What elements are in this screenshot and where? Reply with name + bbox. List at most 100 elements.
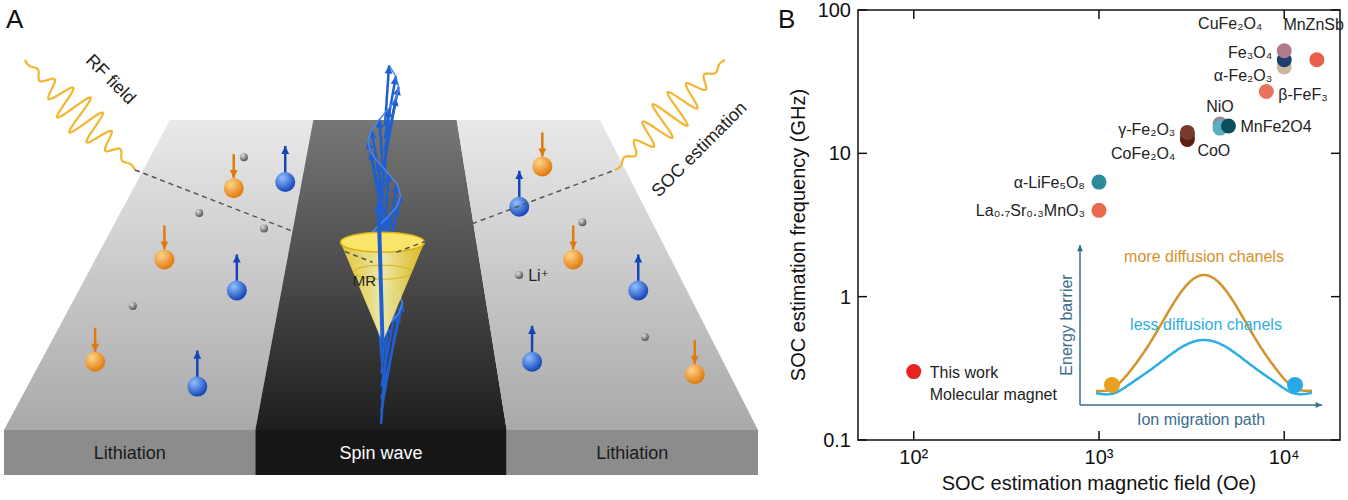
point-label: α-LiFe₅O₈ bbox=[1014, 174, 1085, 191]
label-rf-field: RF field bbox=[82, 50, 140, 108]
x-tick-label: 10⁴ bbox=[1269, 446, 1300, 468]
arrow-head bbox=[281, 146, 289, 154]
panel-a: MR RF field SOC estimation Li⁺ Lithiation Spi… bbox=[4, 4, 758, 475]
annotation: Molecular magnet bbox=[930, 386, 1058, 403]
inset-x-label: Ion migration path bbox=[1137, 411, 1265, 428]
x-tick bbox=[1283, 431, 1285, 440]
arrow bbox=[379, 202, 383, 342]
spin-up bbox=[628, 281, 648, 301]
ion-dot bbox=[1287, 377, 1303, 393]
y-tick bbox=[858, 296, 867, 298]
arrow-head bbox=[230, 170, 238, 178]
arrow-head bbox=[691, 356, 699, 364]
arrow-head bbox=[538, 148, 546, 156]
arrow bbox=[384, 109, 389, 176]
slab-front bbox=[4, 430, 255, 475]
data-point bbox=[1259, 84, 1274, 99]
inset: Energy barrierIon migration pathmore dif… bbox=[1058, 245, 1322, 428]
label-region: Spin wave bbox=[339, 443, 422, 463]
point-label: MnZnSb bbox=[1283, 16, 1344, 33]
x-tick-label: 10² bbox=[899, 446, 928, 468]
li-ion bbox=[195, 209, 203, 217]
point-label: NiO bbox=[1206, 98, 1234, 115]
y-tick bbox=[858, 153, 867, 155]
arrow-head bbox=[161, 241, 169, 249]
label-region: Lithiation bbox=[94, 443, 166, 463]
data-point bbox=[1309, 52, 1324, 67]
plot-frame bbox=[858, 10, 1340, 440]
arrow-head bbox=[193, 351, 201, 359]
point-label: β-FeF₃ bbox=[1278, 86, 1328, 103]
point-label: α-Fe₂O₃ bbox=[1214, 67, 1272, 84]
spin-down bbox=[532, 157, 552, 177]
li-ion bbox=[240, 153, 248, 161]
spin-up bbox=[187, 377, 207, 397]
arrow-head bbox=[1077, 245, 1083, 251]
y-tick bbox=[1331, 153, 1340, 155]
dashed-path bbox=[135, 170, 373, 262]
y-tick-label: 0.1 bbox=[823, 429, 851, 451]
points bbox=[906, 43, 1324, 379]
point-label: γ-Fe₂O₃ bbox=[1118, 121, 1175, 138]
slab-front bbox=[507, 430, 758, 475]
x-tick bbox=[913, 10, 915, 19]
label-li-ion: Li⁺ bbox=[528, 267, 549, 284]
barrier-curve bbox=[1096, 340, 1312, 394]
data-point bbox=[1277, 43, 1292, 58]
li-ion bbox=[641, 333, 649, 341]
arrow-head bbox=[634, 255, 642, 263]
arrow-head bbox=[569, 241, 577, 249]
spin-up bbox=[522, 352, 542, 372]
li-ion bbox=[260, 225, 268, 233]
spin-up bbox=[227, 281, 247, 301]
label-mr: MR bbox=[353, 272, 376, 289]
point-label: CuFe₂O₄ bbox=[1198, 15, 1262, 32]
label-soc-estimation: SOC estimation bbox=[647, 97, 750, 200]
x-tick bbox=[913, 431, 915, 440]
figure: MR RF field SOC estimation Li⁺ Lithiation Spi… bbox=[0, 0, 1348, 500]
data-point bbox=[1180, 125, 1195, 140]
inset-y-label: Energy barrier bbox=[1058, 274, 1075, 376]
label-region: Lithiation bbox=[596, 443, 668, 463]
barrier-curve bbox=[1096, 275, 1312, 391]
inset-curve-label: less diffusion chanels bbox=[1130, 316, 1282, 333]
arrow-head bbox=[376, 119, 384, 127]
point-label: La₀.₇Sr₀.₃MnO₃ bbox=[976, 202, 1085, 219]
y-tick bbox=[1331, 296, 1340, 298]
arrow-head bbox=[91, 344, 99, 352]
slab-front bbox=[255, 430, 506, 475]
li-ion bbox=[515, 271, 523, 279]
arrow-head bbox=[384, 173, 392, 181]
data-point bbox=[906, 364, 921, 379]
arrow-head bbox=[515, 171, 523, 179]
dashed-path bbox=[397, 170, 615, 252]
panel-letter: B bbox=[778, 4, 795, 34]
li-ion bbox=[578, 218, 586, 226]
point-label: CoO bbox=[1197, 142, 1230, 159]
y-tick-label: 10 bbox=[829, 142, 851, 164]
data-point bbox=[1092, 175, 1107, 190]
point-label: This work bbox=[930, 364, 999, 381]
spin-down bbox=[154, 250, 174, 270]
spin-down bbox=[224, 178, 244, 198]
spin-down bbox=[685, 364, 705, 384]
arrow-head bbox=[1316, 402, 1322, 408]
panel-letter: A bbox=[6, 4, 24, 34]
x-tick bbox=[1098, 431, 1100, 440]
arrow-head bbox=[374, 202, 384, 213]
y-tick-label: 100 bbox=[818, 0, 851, 21]
spin-up bbox=[275, 172, 295, 192]
panel-b: 10²10³10⁴0.1110100SOC estimation magneti… bbox=[778, 0, 1344, 494]
data-point bbox=[1221, 119, 1236, 134]
data-point bbox=[1092, 203, 1107, 218]
x-tick bbox=[1098, 10, 1100, 19]
y-tick-label: 1 bbox=[840, 286, 851, 308]
li-ion bbox=[129, 302, 137, 310]
point-labels: This work Molecular magnet La₀.₇Sr₀.₃MnO₃ α… bbox=[930, 15, 1344, 403]
point-label: Fe₃O₄ bbox=[1228, 44, 1272, 61]
arrow-head bbox=[528, 326, 536, 334]
spin-down bbox=[563, 250, 583, 270]
arrow-head bbox=[233, 255, 241, 263]
point-label: CoFe₂O₄ bbox=[1111, 145, 1175, 162]
arrow bbox=[1080, 404, 1322, 406]
